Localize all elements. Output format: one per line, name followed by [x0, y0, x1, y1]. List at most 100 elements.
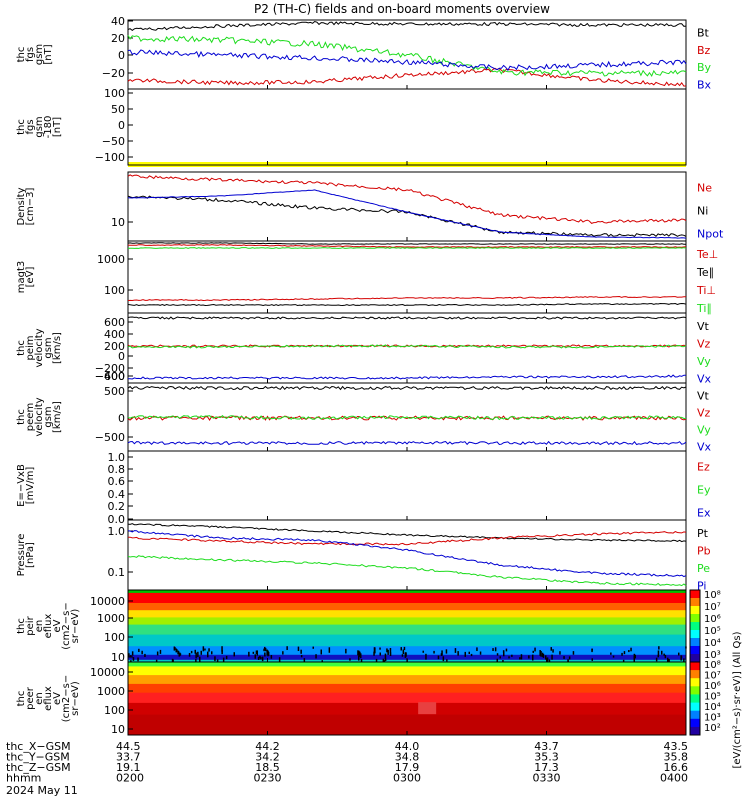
spectrogram-band [128, 634, 686, 647]
y-axis-label: peer [25, 686, 36, 710]
y-axis-label: fgs [25, 47, 36, 62]
series-line-temp-Ti [127, 302, 687, 307]
footer-date: 2024 May 11 [6, 784, 78, 797]
spectrogram-speck [360, 659, 363, 664]
y-axis-label: peim [25, 335, 36, 360]
spectrogram-speck [278, 657, 281, 663]
spectrogram-speck [359, 651, 361, 657]
y-axis-label: peir [25, 615, 36, 635]
panel-density: 10 Density[cm−3] Ne Ni Npot [16, 171, 724, 242]
footer-value: 44.5 [116, 740, 141, 753]
spectrogram-speck [610, 652, 612, 655]
spectrogram-speck [225, 655, 228, 660]
y-axis-label: sr−eV) [70, 609, 81, 644]
y-tick-label: 400 [104, 328, 125, 341]
y-axis-label: thc [16, 691, 27, 707]
colorbar-tick-label: 10⁵ [704, 692, 721, 703]
series-line-pressure-Pi [127, 530, 687, 578]
spectrogram-speck [131, 651, 134, 656]
footer-value: 44.2 [255, 740, 280, 753]
colorbar-tick-label: 10⁸ [704, 660, 721, 671]
spectrogram-speck [312, 646, 314, 649]
legend-ti⊥: Ti⊥ [696, 284, 716, 297]
colorbar-label: [eV/(cm²−s)·sr·eV)] (All Qs) [732, 631, 743, 768]
spectrogram-speck [132, 657, 135, 661]
footer-value: 34.8 [395, 751, 420, 764]
colorbar-tick-label: 10⁴ [704, 638, 721, 649]
panel-frame [127, 312, 687, 384]
legend-te∥: Te∥ [696, 266, 714, 279]
y-axis-label: thc [16, 340, 27, 356]
spectrogram-speck [384, 658, 387, 661]
spectrogram-speck [667, 657, 669, 664]
spectrogram-speck [655, 657, 658, 662]
legend-ex: Ex [697, 507, 711, 520]
y-tick-label: 1000 [97, 253, 125, 266]
y-tick-label: 10000 [90, 595, 125, 608]
spectrogram-speck [532, 654, 534, 661]
spectrogram-speck [633, 656, 635, 662]
spectrogram-speck [591, 658, 593, 661]
spectrogram-speck [528, 655, 530, 659]
y-axis-label: -180 [43, 116, 54, 139]
spectrogram-speck [621, 652, 623, 656]
spectrogram-speck [360, 653, 362, 659]
y-axis-label: Pressure [16, 534, 27, 577]
spectrogram-speck [405, 652, 407, 657]
y-tick-label: 0 [118, 350, 125, 363]
spectrogram-speck [623, 651, 626, 655]
y-axis-label: E=−VxB [16, 464, 27, 507]
spectrogram-speck [668, 659, 670, 662]
spectrogram-speck [534, 647, 536, 652]
spectrogram-speck [683, 658, 685, 664]
spectrogram-speck [194, 649, 196, 654]
spectrogram-band [128, 683, 686, 694]
legend-vx: Vx [697, 441, 712, 454]
spectrogram-speck [156, 651, 159, 656]
y-axis-label: [cm−3] [25, 188, 36, 226]
colorbar: 10⁸10⁷10⁶10⁵10⁴10³10⁸10⁷10⁶10⁵10⁴10³10²[… [689, 589, 743, 769]
y-tick-label: 600 [104, 316, 125, 329]
series-line-peem-Vt [127, 385, 687, 391]
spectrogram-speck [470, 653, 473, 657]
spectrogram-speck [382, 658, 385, 663]
spectrogram-speck [441, 650, 443, 656]
footer-row-label: thc_Z−GSM [6, 761, 71, 774]
spectrogram-speck [572, 651, 575, 655]
footer-value: 16.6 [664, 761, 689, 774]
spectrogram-speck [286, 646, 288, 650]
spectrogram-speck [255, 650, 258, 654]
series-line-fgs-Bx [127, 49, 687, 72]
spectrogram-speck [661, 650, 663, 655]
spectrogram-speck [190, 650, 193, 654]
colorbar-segment [690, 710, 700, 720]
spectrogram-speck [128, 653, 130, 657]
spectrogram-speck [248, 651, 250, 657]
y-axis-label: [mV/m] [25, 467, 36, 505]
y-axis-label: Density [16, 187, 27, 225]
y-tick-label: −600 [95, 370, 125, 383]
spectrogram-band [128, 662, 686, 667]
spectrogram-speck [207, 651, 209, 658]
spectrogram-speck [282, 651, 284, 655]
series-line-fgs-By [127, 34, 687, 77]
y-tick-label: 10 [111, 216, 125, 229]
spectrogram-speck [442, 656, 445, 662]
spectrogram-speck [496, 653, 499, 656]
y-axis-label: magt3 [16, 261, 27, 294]
spectrogram-band [128, 590, 686, 594]
legend-bz: Bz [697, 44, 711, 57]
y-tick-label: 100 [104, 87, 125, 100]
y-axis-label: (cm2−s− [61, 675, 72, 722]
spectrogram-speck [137, 657, 139, 662]
spectrogram-speck [664, 654, 667, 659]
legend-ti∥: Ti∥ [696, 302, 712, 315]
footer-row-label: thc_X−GSM [6, 740, 71, 753]
spectrogram-band [128, 610, 686, 618]
legend-vx: Vx [697, 372, 712, 385]
footer-value: 17.3 [534, 761, 559, 774]
y-tick-label: 0.0 [108, 513, 126, 526]
spectrogram-speck [389, 648, 392, 654]
footer-value: 0400 [660, 772, 688, 785]
